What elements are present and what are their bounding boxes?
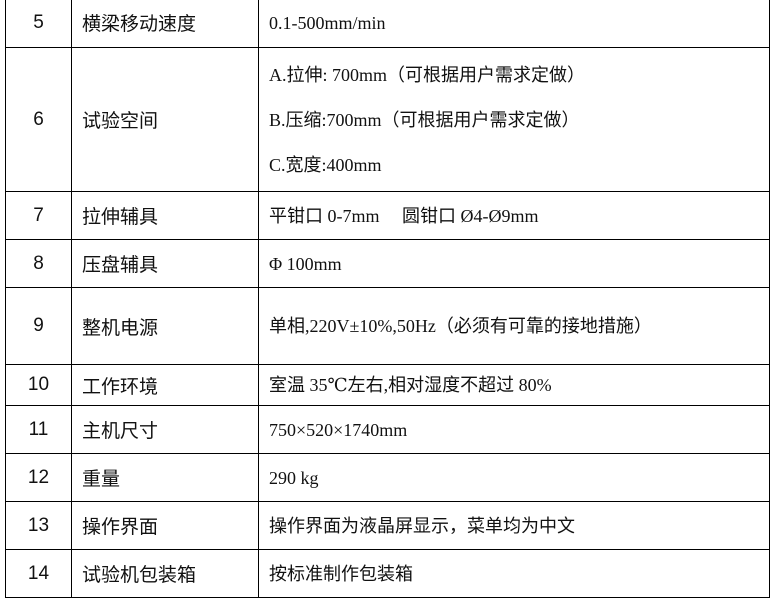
row-number: 14 [5, 550, 72, 598]
content-line: 290 kg [269, 467, 319, 488]
item-name: 工作环境 [72, 365, 259, 406]
content-line: C.宽度:400mm [269, 154, 382, 175]
row-number-text: 14 [27, 562, 50, 584]
row-number-text: 10 [27, 374, 50, 395]
content-line: 平钳口 0-7mm 圆钳口 Ø4-Ø9mm [269, 205, 539, 226]
row-number: 8 [5, 240, 72, 288]
item-content: 750×520×1740mm [259, 406, 770, 454]
item-name-text: 主机尺寸 [82, 421, 159, 442]
item-name-text: 拉伸辅具 [82, 207, 159, 228]
item-name-text: 试验空间 [82, 111, 159, 132]
item-name: 重量 [72, 454, 259, 502]
item-content: A.拉伸: 700mm（可根据用户需求定做） B.压缩:700mm（可根据用户需求… [259, 48, 770, 192]
row-number-text: 5 [33, 11, 44, 33]
content-line: 按标准制作包装箱 [269, 563, 413, 584]
row-number: 11 [5, 406, 72, 454]
row-number-text: 8 [33, 252, 44, 274]
content-line: A.拉伸: 700mm（可根据用户需求定做） [269, 64, 586, 85]
item-content: 按标准制作包装箱 [259, 550, 770, 598]
row-number-text: 12 [27, 466, 50, 488]
item-content: 单相,220V±10%,50Hz（必须有可靠的接地措施） [259, 288, 770, 365]
item-name: 主机尺寸 [72, 406, 259, 454]
item-name-text: 试验机包装箱 [82, 565, 197, 586]
item-name-text: 操作界面 [82, 517, 159, 538]
content-line: 0.1-500mm/min [269, 12, 386, 33]
item-content: 室温 35℃左右,相对湿度不超过 80% [259, 365, 770, 406]
item-name: 整机电源 [72, 288, 259, 365]
item-content: 0.1-500mm/min [259, 0, 770, 48]
item-name-text: 工作环境 [82, 376, 159, 398]
item-name: 压盘辅具 [72, 240, 259, 288]
item-name-text: 横梁移动速度 [82, 14, 197, 35]
row-number: 9 [5, 288, 72, 365]
item-name-text: 整机电源 [82, 317, 159, 339]
item-name: 操作界面 [72, 502, 259, 550]
item-content: Φ 100mm [259, 240, 770, 288]
row-number: 6 [5, 48, 72, 192]
item-content: 操作界面为液晶屏显示，菜单均为中文 [259, 502, 770, 550]
item-name-text: 压盘辅具 [82, 255, 159, 276]
content-line: 单相,220V±10%,50Hz（必须有可靠的接地措施） [269, 316, 652, 336]
item-name: 试验机包装箱 [72, 550, 259, 598]
item-name: 横梁移动速度 [72, 0, 259, 48]
row-number: 7 [5, 192, 72, 240]
item-content: 平钳口 0-7mm 圆钳口 Ø4-Ø9mm [259, 192, 770, 240]
item-name-text: 重量 [82, 469, 121, 490]
item-content: 290 kg [259, 454, 770, 502]
item-name: 拉伸辅具 [72, 192, 259, 240]
row-number: 12 [5, 454, 72, 502]
row-number-text: 11 [28, 418, 49, 440]
row-number-text: 7 [33, 204, 44, 226]
content-line: 室温 35℃左右,相对湿度不超过 80% [269, 375, 552, 395]
row-number-text: 13 [27, 514, 50, 536]
content-line: 750×520×1740mm [269, 419, 408, 440]
row-number-text: 9 [33, 315, 44, 336]
content-line: 操作界面为液晶屏显示，菜单均为中文 [269, 515, 575, 536]
row-number: 5 [5, 0, 72, 48]
content-line: B.压缩:700mm（可根据用户需求定做） [269, 109, 580, 130]
row-number: 10 [5, 365, 72, 406]
row-number: 13 [5, 502, 72, 550]
content-line: Φ 100mm [269, 253, 342, 274]
item-name: 试验空间 [72, 48, 259, 192]
row-number-text: 6 [33, 108, 44, 130]
